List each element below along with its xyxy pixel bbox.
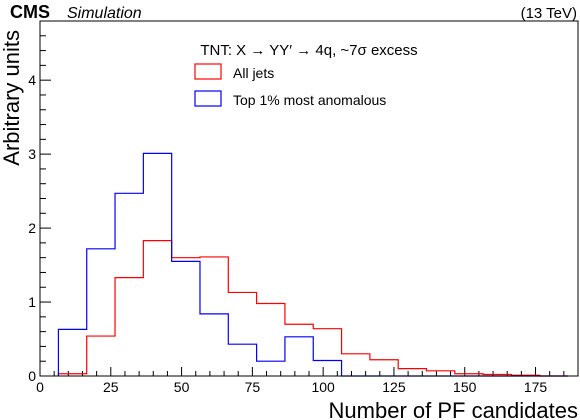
series-all-jets: [57, 240, 569, 377]
histogram-line: [57, 152, 569, 377]
x-tick-label: 0: [36, 379, 44, 395]
x-tick-label: 150: [453, 379, 477, 395]
histogram-bin: [115, 278, 143, 376]
histogram-line: [57, 240, 569, 377]
x-axis-title: Number of PF candidates: [329, 398, 578, 420]
histogram-bin: [228, 292, 256, 376]
legend: All jets Top 1% most anomalous: [194, 63, 386, 108]
histogram-bin: [285, 324, 313, 376]
x-tick-label: 25: [103, 379, 119, 395]
histogram-bin: [285, 337, 313, 376]
y-tick-label: 1: [28, 294, 36, 310]
x-tick-label: 50: [174, 379, 190, 395]
energy-label: (13 TeV): [521, 5, 577, 22]
legend-label-top-anomalous: Top 1% most anomalous: [233, 92, 386, 108]
simulation-tag: Simulation: [67, 5, 142, 22]
histogram-bin: [172, 261, 200, 376]
legend-label-all-jets: All jets: [233, 65, 274, 81]
histogram-bin: [172, 258, 200, 376]
histogram-bin: [257, 304, 285, 376]
y-tick-label: 0: [28, 368, 36, 384]
legend-swatch-top-anomalous: [194, 90, 222, 107]
y-axis-title: Arbitrary units: [0, 30, 24, 166]
y-tick-label: 3: [28, 146, 36, 162]
chart-title: TNT: X → YY′ → 4q, ~7σ excess: [200, 42, 417, 59]
histogram-bin: [115, 193, 143, 376]
histogram-bin: [58, 329, 86, 376]
histogram-bin: [87, 249, 115, 376]
histogram-bin: [200, 314, 228, 376]
histogram-bin: [200, 257, 228, 376]
y-tick-label: 2: [28, 220, 36, 236]
x-tick-label: 175: [524, 379, 548, 395]
series-top-anomalous: [57, 152, 569, 377]
y-tick-label: 4: [28, 72, 36, 88]
histogram-bin: [313, 329, 341, 376]
histogram-bin: [143, 153, 171, 376]
x-tick-label: 125: [382, 379, 406, 395]
x-tick-label: 100: [311, 379, 335, 395]
x-tick-label: 75: [245, 379, 261, 395]
experiment-label: CMS: [10, 2, 50, 22]
histogram-bin: [143, 241, 171, 376]
legend-swatch-all-jets: [194, 63, 222, 80]
plot-frame: [39, 20, 579, 377]
